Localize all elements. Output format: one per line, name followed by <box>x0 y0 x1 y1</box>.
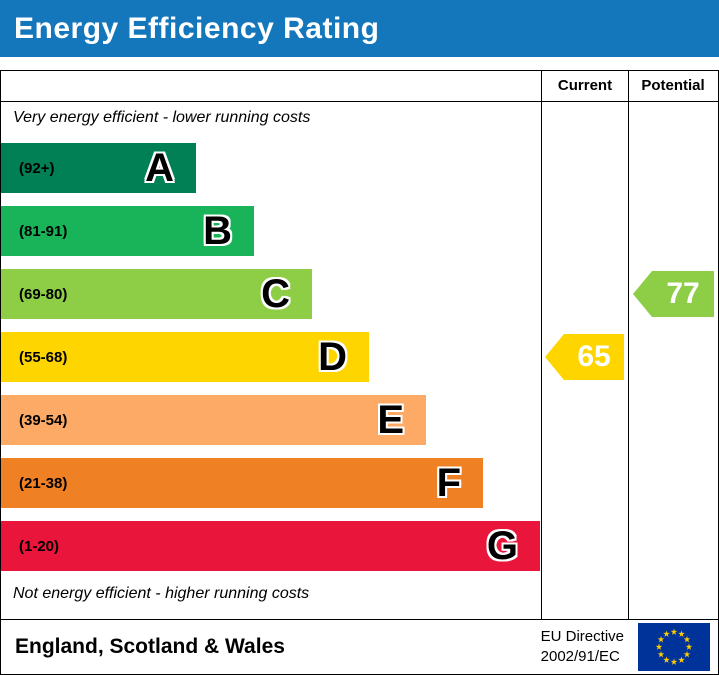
band-range: (55-68) <box>19 348 68 366</box>
band-letter: D <box>318 335 347 379</box>
column-header-current: Current <box>557 77 613 94</box>
region-label: England, Scotland & Wales <box>15 635 285 658</box>
title-bar: Energy Efficiency Rating <box>0 0 719 57</box>
column-divider-current <box>541 71 542 619</box>
band-c: (69-80) C <box>1 269 312 319</box>
header-divider <box>1 101 718 102</box>
rating-table: Current Potential Very energy efficient … <box>0 70 719 675</box>
band-f: (21-38) F <box>1 458 483 508</box>
column-header-potential: Potential <box>641 77 705 94</box>
current-rating-pointer: 65 <box>545 334 624 380</box>
page-title: Energy Efficiency Rating <box>14 11 380 45</box>
band-range: (21-38) <box>19 474 68 492</box>
band-g: (1-20) G <box>1 521 540 571</box>
band-letter: G <box>486 524 518 568</box>
band-a: (92+) A <box>1 143 196 193</box>
bottom-note: Not energy efficient - higher running co… <box>13 585 310 602</box>
eu-directive-line1: EU Directive <box>540 627 624 645</box>
eu-flag-icon <box>638 623 710 671</box>
band-range: (69-80) <box>19 285 68 303</box>
footer-right: EU Directive 2002/91/EC <box>541 623 710 671</box>
band-range: (92+) <box>19 159 55 177</box>
band-range: (39-54) <box>19 411 68 429</box>
footer: England, Scotland & Wales EU Directive 2… <box>1 619 718 674</box>
top-note: Very energy efficient - lower running co… <box>13 109 311 126</box>
band-letter: A <box>145 146 174 190</box>
band-e: (39-54) E <box>1 395 426 445</box>
band-range: (81-91) <box>19 222 68 240</box>
band-letter: C <box>261 272 290 316</box>
eu-directive-line2: 2002/91/EC <box>540 648 620 665</box>
band-letter: B <box>203 209 232 253</box>
eu-directive-label: EU Directive 2002/91/EC <box>541 627 624 668</box>
band-d: (55-68) D <box>1 332 369 382</box>
potential-rating-pointer: 77 <box>633 271 714 317</box>
band-b: (81-91) B <box>1 206 254 256</box>
band-letter: E <box>377 398 404 442</box>
current-rating-value: 65 <box>564 334 624 380</box>
band-range: (1-20) <box>19 537 60 555</box>
band-letter: F <box>436 461 461 505</box>
column-divider-potential <box>628 71 629 619</box>
pointer-tip-icon <box>545 334 564 380</box>
potential-rating-value: 77 <box>652 271 714 317</box>
pointer-tip-icon <box>633 271 652 317</box>
